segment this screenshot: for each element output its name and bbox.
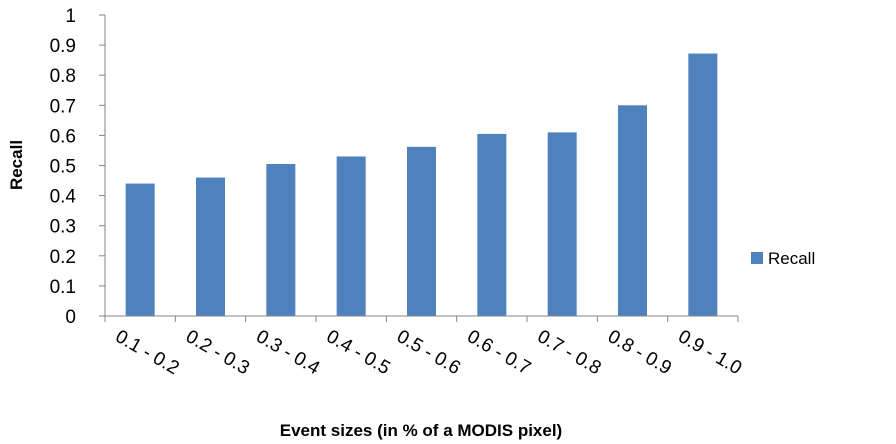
x-axis-title: Event sizes (in % of a MODIS pixel) [280, 421, 562, 440]
legend: Recall [751, 249, 815, 268]
x-tick-label: 0.3 - 0.4 [252, 326, 323, 379]
y-tick-label: 0.7 [50, 96, 76, 117]
bar [125, 183, 155, 316]
y-tick-label: 0.9 [50, 36, 76, 57]
x-tick-label: 0.6 - 0.7 [463, 326, 534, 379]
bar [477, 133, 507, 316]
y-tick-label: 0.4 [50, 187, 77, 208]
y-tick-label: 1 [65, 6, 76, 27]
x-tick-label: 0.1 - 0.2 [112, 326, 183, 379]
x-tick-label: 0.7 - 0.8 [534, 326, 605, 379]
y-tick-label: 0.8 [50, 66, 76, 87]
bar [688, 53, 718, 316]
bar [266, 163, 296, 316]
x-tick-label: 0.5 - 0.6 [393, 326, 464, 379]
y-tick-label: 0.1 [50, 277, 76, 298]
x-tick-label: 0.4 - 0.5 [323, 326, 394, 379]
x-tick-label: 0.2 - 0.3 [182, 326, 253, 379]
y-tick-label: 0 [65, 307, 76, 328]
bar [336, 156, 366, 316]
bar-series-recall [125, 53, 718, 316]
y-axis-ticks: 0 0.1 0.2 0.3 0.4 0.5 0.6 0.7 0.8 0.9 1 [50, 6, 105, 328]
y-tick-label: 0.5 [50, 157, 76, 178]
legend-swatch-recall [751, 252, 763, 264]
bar [547, 132, 577, 316]
y-tick-label: 0.2 [50, 247, 76, 268]
bar [407, 146, 436, 316]
y-tick-label: 0.3 [50, 217, 76, 238]
bar [196, 177, 225, 316]
y-axis-title: Recall [7, 140, 26, 190]
bar [618, 105, 647, 316]
x-tick-label: 0.9 - 1.0 [674, 326, 745, 379]
y-tick-label: 0.6 [50, 126, 76, 147]
legend-label-recall: Recall [768, 249, 815, 268]
x-tick-label: 0.8 - 0.9 [604, 326, 675, 379]
x-axis-ticks: 0.1 - 0.2 0.2 - 0.3 0.3 - 0.4 0.4 - 0.5 0.5 … [104, 316, 745, 379]
